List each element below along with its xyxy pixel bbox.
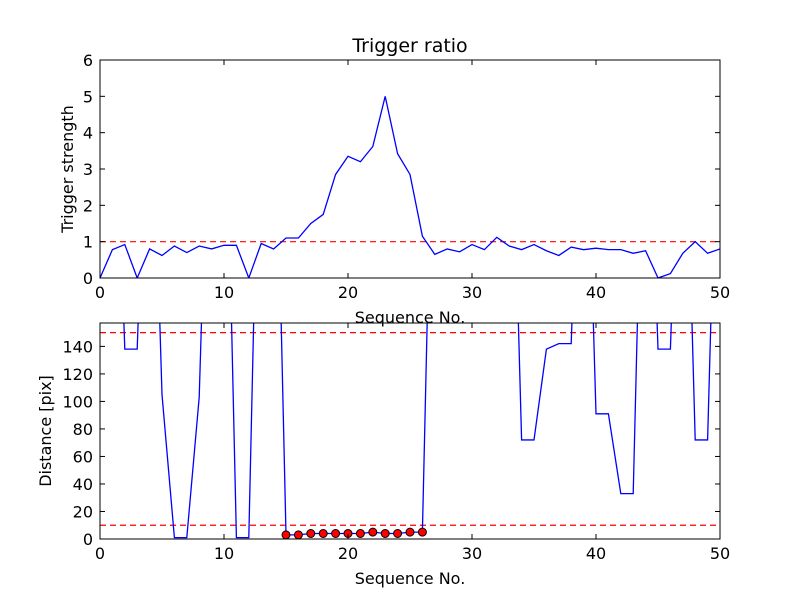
axes-frame (99, 322, 721, 540)
x-tick-label: 30 (462, 283, 482, 302)
data-point (355, 528, 365, 538)
plot-area (100, 96, 720, 278)
y-tick-label: 100 (62, 392, 93, 411)
x-tick-label: 50 (710, 544, 730, 563)
x-tick-label: 30 (462, 544, 482, 563)
x-tick-label: 10 (214, 283, 234, 302)
y-tick-label: 3 (83, 160, 93, 179)
x-tick-label: 0 (95, 544, 105, 563)
y-tick-label: 0 (83, 269, 93, 288)
y-tick-label: 0 (83, 530, 93, 549)
y-tick-label: 4 (83, 124, 93, 143)
y-tick-label: 140 (62, 337, 93, 356)
x-tick-label: 40 (586, 544, 606, 563)
x-axis-label: Sequence No. (355, 308, 466, 327)
y-tick-label: 80 (73, 420, 93, 439)
y-tick-label: 6 (83, 51, 93, 70)
x-tick-label: 10 (214, 544, 234, 563)
plot-area (100, 323, 720, 539)
chart-title: Trigger ratio (351, 35, 467, 57)
data-point (281, 530, 291, 539)
data-point (405, 527, 415, 537)
data-point (293, 530, 303, 539)
y-tick-labels: 0 1 2 3 4 5 6 (83, 51, 93, 288)
x-tick-label: 0 (95, 283, 105, 302)
series-line (100, 96, 720, 278)
y-tick-label: 40 (73, 475, 93, 494)
y-tick-label: 1 (83, 233, 93, 252)
x-axis-label: Sequence No. (355, 569, 466, 588)
y-axis-label: Trigger strength (58, 105, 77, 234)
y-tick-label: 2 (83, 196, 93, 215)
data-point (417, 527, 427, 537)
data-point (331, 528, 341, 538)
tick-marks (99, 323, 721, 540)
y-tick-label: 20 (73, 502, 93, 521)
x-tick-label: 20 (338, 544, 358, 563)
data-point (318, 528, 328, 538)
data-point (380, 528, 390, 538)
y-axis-label: Distance [pix] (36, 375, 55, 487)
data-point (368, 527, 378, 537)
x-tick-labels: 0 10 20 30 40 50 (95, 544, 730, 563)
x-tick-labels: 0 10 20 30 40 50 (95, 283, 730, 302)
tick-marks (99, 59, 721, 279)
distance-chart: 0 10 20 30 40 50 0 20 40 60 80 100 120 140 Sequence … (36, 322, 730, 588)
trigger-ratio-chart: Trigger ratio 0 10 20 30 40 50 0 1 2 3 4 5 6 Sequen… (58, 35, 730, 327)
x-tick-label: 20 (338, 283, 358, 302)
x-tick-label: 40 (586, 283, 606, 302)
data-point (393, 528, 403, 538)
y-tick-labels: 0 20 40 60 80 100 120 140 (62, 337, 93, 549)
data-point (306, 528, 316, 538)
x-tick-label: 50 (710, 283, 730, 302)
y-tick-label: 5 (83, 87, 93, 106)
y-tick-label: 120 (62, 365, 93, 384)
y-tick-label: 60 (73, 447, 93, 466)
